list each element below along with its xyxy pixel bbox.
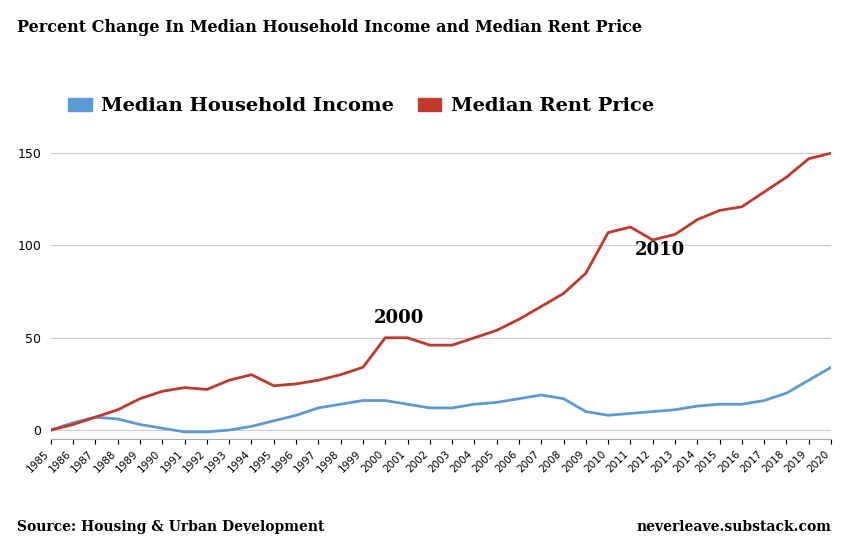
Text: 2010: 2010 (635, 241, 685, 259)
Text: 2000: 2000 (374, 309, 425, 327)
Text: neverleave.substack.com: neverleave.substack.com (636, 520, 831, 534)
Legend: Median Household Income, Median Rent Price: Median Household Income, Median Rent Pri… (60, 89, 661, 123)
Text: Source: Housing & Urban Development: Source: Housing & Urban Development (17, 520, 324, 534)
Text: Percent Change In Median Household Income and Median Rent Price: Percent Change In Median Household Incom… (17, 19, 642, 36)
